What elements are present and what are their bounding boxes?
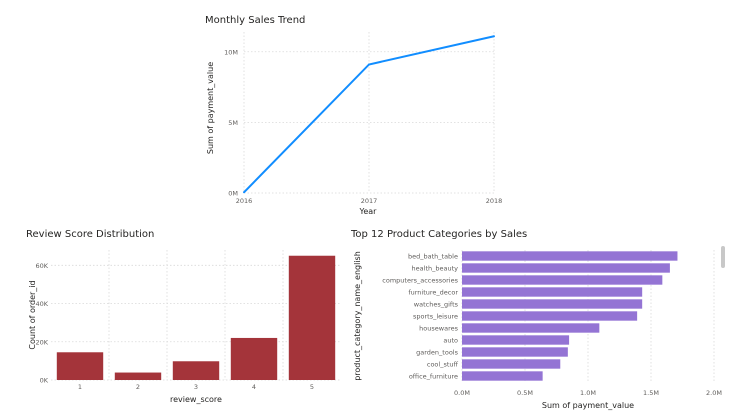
category-chart-x-ticks: 0.0M 0.5M 1.0M 1.5M 2.0M <box>454 389 722 397</box>
line-chart-y-tick: 0M <box>228 190 238 198</box>
review-chart-x-tick: 5 <box>310 383 314 391</box>
category-chart-scrollbar[interactable] <box>721 246 725 268</box>
category-chart-bar[interactable] <box>462 335 570 345</box>
review-chart-y-tick: 60K <box>35 262 48 270</box>
line-chart-marks[interactable] <box>243 35 495 194</box>
review-chart-x-ticks: 1 2 3 4 5 <box>78 383 314 391</box>
category-chart-x-tick: 1.0M <box>580 389 596 397</box>
line-chart-x-ticks: 2016 2017 2018 <box>236 197 503 205</box>
category-chart-bar[interactable] <box>462 287 643 297</box>
category-chart-bar[interactable] <box>462 311 638 321</box>
category-chart-bar[interactable] <box>462 371 543 381</box>
review-bar-chart[interactable]: Review Score Distribution 0K 20K 40K 60K 1 2… <box>26 229 341 404</box>
category-chart-y-label: auto <box>443 336 458 344</box>
line-chart-point[interactable] <box>493 35 495 38</box>
review-chart-x-tick: 2 <box>136 383 140 391</box>
line-chart-y-tick: 5M <box>228 119 238 127</box>
review-chart-x-axis-title: review_score <box>170 395 222 404</box>
line-chart[interactable]: Monthly Sales Trend 0M 5M 10M 2016 2017 2018… <box>205 15 502 216</box>
review-chart-y-tick: 20K <box>35 338 48 346</box>
category-chart-bar[interactable] <box>462 263 670 273</box>
category-bar-chart[interactable]: Top 12 Product Categories by Sales bed_b… <box>350 229 725 410</box>
review-chart-bars[interactable] <box>56 255 336 380</box>
line-chart-x-tick: 2016 <box>236 197 253 205</box>
category-chart-bar[interactable] <box>462 299 643 309</box>
review-chart-y-tick: 0K <box>40 377 49 385</box>
line-chart-gridlines <box>243 32 495 194</box>
review-chart-y-axis-title: Count of order_id <box>28 280 37 349</box>
category-chart-bar[interactable] <box>462 359 561 369</box>
category-chart-y-label: bed_bath_table <box>408 252 458 260</box>
category-chart-bar[interactable] <box>462 347 568 357</box>
category-chart-y-axis-title: product_category_name_english <box>353 251 362 381</box>
category-chart-bar[interactable] <box>462 251 678 261</box>
category-chart-x-tick: 0.0M <box>454 389 470 397</box>
line-chart-x-tick: 2017 <box>361 197 378 205</box>
review-chart-bar[interactable] <box>172 361 220 380</box>
category-chart-x-tick: 2.0M <box>706 389 722 397</box>
category-chart-y-labels: bed_bath_table health_beauty computers_acc… <box>382 252 458 380</box>
line-chart-y-ticks: 0M 5M 10M <box>224 48 238 197</box>
category-chart-y-label: sports_leisure <box>413 312 458 320</box>
category-chart-y-label: garden_tools <box>416 348 458 356</box>
category-chart-x-axis-title: Sum of payment_value <box>542 401 634 410</box>
category-chart-y-label: cool_stuff <box>427 360 459 368</box>
category-chart-y-label: watches_gifts <box>414 300 459 308</box>
category-chart-bar[interactable] <box>462 275 663 285</box>
review-chart-y-ticks: 0K 20K 40K 60K <box>35 262 48 385</box>
line-chart-point[interactable] <box>243 191 245 194</box>
category-chart-y-label: furniture_decor <box>408 288 458 296</box>
review-chart-x-tick: 3 <box>194 383 198 391</box>
category-chart-bar[interactable] <box>462 323 600 333</box>
review-chart-bar[interactable] <box>288 255 336 380</box>
review-chart-x-tick: 4 <box>252 383 256 391</box>
review-chart-bar[interactable] <box>230 337 278 380</box>
category-chart-x-tick: 0.5M <box>517 389 533 397</box>
line-chart-title: Monthly Sales Trend <box>205 15 305 26</box>
line-chart-x-tick: 2018 <box>486 197 503 205</box>
category-chart-y-label: computers_accessories <box>382 276 458 284</box>
review-chart-title: Review Score Distribution <box>26 229 154 240</box>
review-chart-bar[interactable] <box>56 352 104 380</box>
category-chart-y-label: housewares <box>419 324 458 332</box>
line-chart-x-axis-title: Year <box>359 207 378 216</box>
line-chart-point[interactable] <box>368 63 370 66</box>
category-chart-y-label: health_beauty <box>412 264 459 272</box>
review-chart-bar[interactable] <box>114 372 162 380</box>
review-chart-y-tick: 40K <box>35 300 48 308</box>
review-chart-x-tick: 1 <box>78 383 82 391</box>
line-chart-y-axis-title: Sum of payment_value <box>206 62 215 154</box>
category-chart-title: Top 12 Product Categories by Sales <box>350 229 527 240</box>
line-chart-y-tick: 10M <box>224 48 238 56</box>
category-chart-y-label: office_furniture <box>409 372 458 380</box>
category-chart-bars[interactable] <box>462 251 678 381</box>
category-chart-x-tick: 1.5M <box>643 389 659 397</box>
